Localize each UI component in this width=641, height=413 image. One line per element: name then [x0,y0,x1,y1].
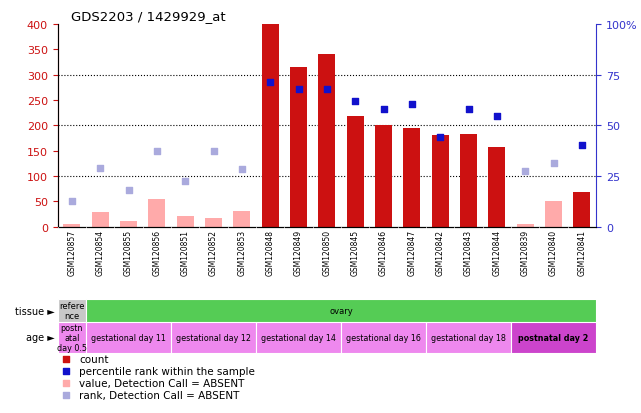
Bar [574,193,590,227]
Text: GSM120847: GSM120847 [408,229,417,275]
Text: GSM120857: GSM120857 [67,229,76,275]
Text: gestational day 11: gestational day 11 [91,333,166,342]
Text: value, Detection Call = ABSENT: value, Detection Call = ABSENT [79,378,245,388]
Text: GSM120843: GSM120843 [464,229,473,275]
Text: postn
atal
day 0.5: postn atal day 0.5 [57,323,87,352]
Text: GSM120839: GSM120839 [520,229,529,275]
Bar [426,322,511,353]
Point [180,178,190,185]
Text: GSM120844: GSM120844 [492,229,501,275]
Bar [403,128,420,227]
Point [577,142,587,149]
Point [61,392,71,398]
Text: GSM120853: GSM120853 [237,229,246,275]
Point [208,148,219,154]
Text: GSM120849: GSM120849 [294,229,303,275]
Text: gestational day 14: gestational day 14 [261,333,336,342]
Bar [120,221,137,227]
Text: GSM120851: GSM120851 [181,229,190,275]
Bar [488,147,506,227]
Text: GSM120842: GSM120842 [436,229,445,275]
Point [463,107,474,113]
Text: GSM120856: GSM120856 [153,229,162,275]
Bar [58,299,86,322]
Text: gestational day 12: gestational day 12 [176,333,251,342]
Point [549,161,559,167]
Text: ovary: ovary [329,306,353,315]
Point [237,167,247,173]
Point [407,102,417,108]
Text: GSM120855: GSM120855 [124,229,133,275]
Point [95,166,105,172]
Text: age ►: age ► [26,332,54,343]
Bar [205,218,222,227]
Bar [432,136,449,227]
Bar [290,68,307,227]
Text: GSM120846: GSM120846 [379,229,388,275]
Point [152,148,162,154]
Text: gestational day 18: gestational day 18 [431,333,506,342]
Point [520,168,530,175]
Text: count: count [79,354,109,364]
Text: GSM120854: GSM120854 [96,229,104,275]
Bar [319,55,335,227]
Bar [171,322,256,353]
Bar [233,212,251,227]
Point [61,356,71,362]
Text: gestational day 16: gestational day 16 [346,333,421,342]
Bar [517,225,534,227]
Point [492,114,502,120]
Bar [262,25,279,227]
Bar [148,199,165,227]
Bar [375,126,392,227]
Point [322,86,332,93]
Bar [460,135,477,227]
Bar [545,202,562,227]
Point [350,99,360,105]
Point [378,107,388,113]
Bar [256,322,341,353]
Text: GSM120850: GSM120850 [322,229,331,275]
Point [124,187,134,194]
Point [435,134,445,141]
Bar [177,216,194,227]
Bar [86,322,171,353]
Bar [347,117,363,227]
Point [265,80,276,86]
Point [61,368,71,374]
Text: GSM120848: GSM120848 [266,229,275,275]
Text: GSM120840: GSM120840 [549,229,558,275]
Bar [511,322,596,353]
Bar [63,225,80,227]
Text: GSM120841: GSM120841 [578,229,587,275]
Text: GDS2203 / 1429929_at: GDS2203 / 1429929_at [71,10,225,23]
Text: refere
nce: refere nce [59,301,85,320]
Point [294,86,304,93]
Bar [92,213,109,227]
Text: tissue ►: tissue ► [15,306,54,316]
Text: GSM120852: GSM120852 [209,229,218,275]
Text: percentile rank within the sample: percentile rank within the sample [79,366,255,376]
Text: postnatal day 2: postnatal day 2 [519,333,589,342]
Bar [341,322,426,353]
Text: GSM120845: GSM120845 [351,229,360,275]
Bar [58,322,86,353]
Point [61,380,71,386]
Point [67,199,77,205]
Text: rank, Detection Call = ABSENT: rank, Detection Call = ABSENT [79,390,240,400]
